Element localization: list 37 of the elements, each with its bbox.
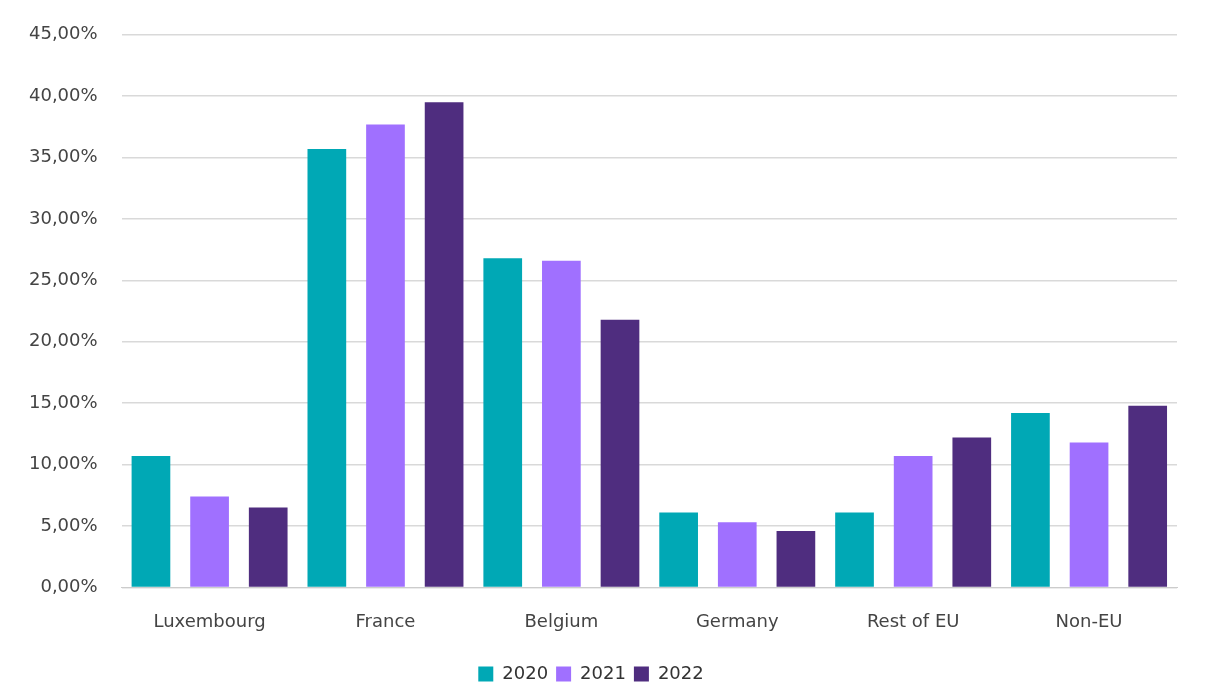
bar: [776, 530, 816, 587]
bar: [131, 456, 171, 587]
bar: [717, 522, 757, 587]
bar: [483, 258, 523, 587]
x-tick-label: France: [355, 609, 416, 631]
y-tick-label: 25,00%: [28, 268, 98, 290]
bar: [307, 149, 347, 587]
x-tick-label: Non-EU: [1055, 609, 1123, 631]
bar: [366, 124, 405, 587]
y-tick-label: 35,00%: [28, 145, 98, 167]
bar: [248, 507, 288, 587]
x-tick-label: Rest of EU: [866, 609, 960, 631]
y-tick-label: 45,00%: [28, 22, 98, 44]
bar: [1011, 413, 1050, 587]
x-tick-label: Germany: [695, 609, 779, 631]
bar: [542, 260, 581, 587]
bar: [424, 102, 464, 587]
y-tick-label: 20,00%: [28, 329, 98, 351]
bar: [893, 456, 933, 587]
x-tick-label: Luxembourg: [153, 609, 266, 631]
bar: [1069, 442, 1109, 587]
y-tick-label: 30,00%: [28, 206, 98, 228]
y-tick-label: 5,00%: [40, 513, 98, 535]
y-tick-label: 15,00%: [28, 390, 98, 412]
legend-label: 2021: [580, 661, 626, 683]
bar: [190, 496, 229, 587]
y-tick-label: 10,00%: [28, 452, 98, 474]
y-tick-label: 40,00%: [28, 83, 98, 105]
bar: [835, 512, 874, 587]
legend-label: 2022: [657, 661, 704, 683]
y-tick-label: 0,00%: [40, 575, 98, 597]
legend-label: 2020: [502, 661, 549, 683]
bar: [1128, 405, 1168, 587]
bar: [600, 319, 640, 587]
x-tick-label: Belgium: [524, 609, 599, 631]
bar: [952, 437, 992, 587]
bar: [659, 512, 698, 587]
